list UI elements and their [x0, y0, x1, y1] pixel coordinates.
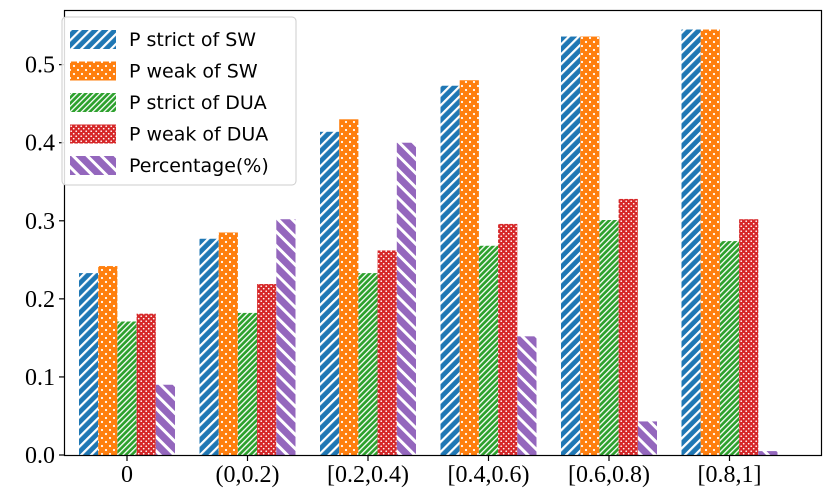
bar-p-strict-of-dua-4 [599, 220, 619, 455]
bar-p-weak-of-sw-3 [459, 80, 479, 455]
bar-p-strict-of-sw-5 [681, 29, 701, 456]
bar-p-weak-of-dua-4 [618, 198, 638, 455]
y-tick-label: 0.1 [25, 365, 55, 391]
legend-label: Percentage(%) [129, 155, 269, 177]
bar-p-strict-of-sw-1 [199, 238, 219, 455]
bar-p-weak-of-dua-1 [257, 284, 277, 455]
x-tick-label: [0.8,1] [698, 462, 762, 488]
bar-p-weak-of-dua-2 [377, 250, 397, 455]
x-tick-label: [0.4,0.6) [448, 462, 530, 488]
x-tick-label: 0 [121, 462, 133, 488]
bar-percentage-4 [637, 421, 657, 455]
bar-p-weak-of-sw-2 [339, 119, 359, 456]
y-axis: 0.0 0.1 0.2 0.3 0.4 0.5 [25, 53, 65, 469]
legend: P strict of SW P weak of SW P strict of DU… [61, 16, 297, 186]
bar-p-strict-of-sw-2 [320, 131, 340, 456]
y-tick-label: 0.5 [25, 53, 55, 79]
legend-swatch [70, 124, 116, 144]
legend-label: P weak of SW [129, 61, 258, 83]
legend-swatch [70, 93, 116, 112]
bar-percentage-1 [276, 219, 296, 455]
bar-p-strict-of-dua-0 [117, 321, 137, 455]
bar-p-strict-of-dua-2 [358, 273, 378, 455]
bar-p-weak-of-sw-1 [218, 232, 238, 455]
bar-p-weak-of-sw-5 [700, 29, 720, 456]
bar-p-weak-of-sw-4 [580, 36, 600, 455]
bar-p-strict-of-sw-0 [79, 273, 99, 455]
plot-frame [63, 9, 823, 457]
bar-percentage-0 [155, 384, 175, 455]
bar-percentage-5 [758, 451, 778, 455]
bar-p-strict-of-dua-1 [237, 312, 258, 455]
y-tick-label: 0.0 [25, 443, 55, 469]
legend-label: P strict of SW [129, 29, 256, 51]
x-tick-label: (0,0.2) [216, 462, 280, 488]
legend-swatch [70, 30, 116, 49]
bar-p-weak-of-dua-3 [498, 223, 518, 455]
bar-p-weak-of-dua-5 [739, 219, 759, 455]
legend-box [61, 16, 297, 186]
x-tick-label: [0.2,0.4) [327, 462, 409, 488]
bars [79, 29, 778, 456]
bar-p-strict-of-dua-3 [478, 245, 499, 455]
bar-p-strict-of-dua-5 [719, 241, 740, 455]
legend-swatch [70, 156, 116, 175]
bar-percentage-3 [517, 336, 537, 455]
legend-label: P strict of DUA [129, 92, 267, 114]
legend-label: P weak of DUA [129, 124, 268, 146]
x-tick-label: [0.6,0.8) [568, 462, 650, 488]
x-axis: 0 (0,0.2) [0.2,0.4) [0.4,0.6) [0.6,0.8) [0.8,… [121, 455, 761, 488]
bar-p-weak-of-sw-0 [98, 266, 118, 455]
y-tick-label: 0.2 [25, 287, 55, 313]
bar-p-weak-of-dua-0 [136, 313, 156, 455]
bar-percentage-2 [396, 142, 416, 455]
bar-p-strict-of-sw-4 [561, 36, 581, 455]
y-tick-label: 0.3 [25, 209, 55, 235]
bar-p-strict-of-sw-3 [440, 85, 460, 455]
legend-swatch [70, 61, 116, 81]
y-tick-label: 0.4 [25, 131, 55, 157]
